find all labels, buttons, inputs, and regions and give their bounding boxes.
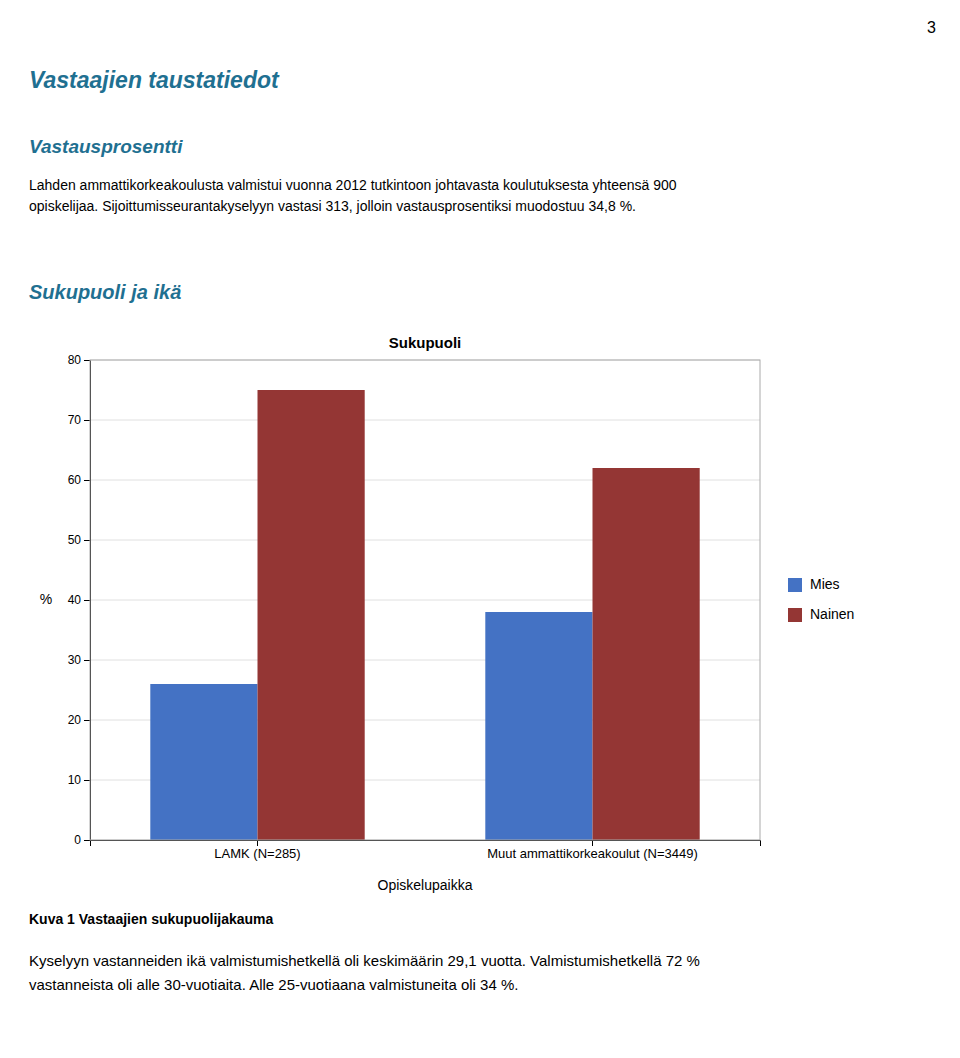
y-tick: 30 <box>68 653 90 667</box>
legend-item: Nainen <box>788 606 854 622</box>
bar-series <box>150 612 592 840</box>
body-text: opiskelijaa. Sijoittumisseurantakyselyyn… <box>29 198 636 214</box>
y-tick: 10 <box>68 773 90 787</box>
tick-mark <box>84 360 90 361</box>
bar <box>593 468 700 840</box>
tick-label: 60 <box>68 473 82 487</box>
legend-item: Mies <box>788 576 840 592</box>
grid <box>90 360 760 840</box>
y-tick: 40 <box>68 593 90 607</box>
body-text: vastanneista oli alle 30-vuotiaita. Alle… <box>29 976 518 993</box>
legend-label: Nainen <box>810 606 854 622</box>
tick-mark <box>84 420 90 421</box>
tick-label: 0 <box>74 833 81 847</box>
y-tick: 50 <box>68 533 90 547</box>
x-tick: LAMK (N=285) <box>214 840 300 861</box>
bar-series <box>258 390 700 840</box>
y-tick: 80 <box>68 353 90 367</box>
tick-label: 40 <box>68 593 82 607</box>
tick-label: 50 <box>68 533 82 547</box>
chart-title: Sukupuoli <box>389 334 462 351</box>
tick-label: 20 <box>68 713 82 727</box>
tick-mark <box>592 840 593 846</box>
legend-swatch <box>788 608 802 622</box>
bars <box>150 390 699 840</box>
axis-line <box>91 841 761 847</box>
tick-mark <box>84 600 90 601</box>
plot-frame <box>90 360 760 840</box>
heading: Vastaajien taustatiedot <box>29 67 280 93</box>
tick-mark <box>84 480 90 481</box>
y-tick: 0 <box>74 833 90 847</box>
x-axis-title: Opiskelupaikka <box>378 877 473 893</box>
tick-mark <box>84 660 90 661</box>
x-tick: Muut ammattikorkeakoulut (N=3449) <box>487 840 698 861</box>
bar <box>485 612 592 840</box>
tick-label: 10 <box>68 773 82 787</box>
tick-mark <box>257 840 258 846</box>
legend: Mies Nainen <box>788 576 854 622</box>
tick-label: Muut ammattikorkeakoulut (N=3449) <box>487 846 698 861</box>
y-tick: 60 <box>68 473 90 487</box>
tick-mark <box>84 780 90 781</box>
section-heading: Sukupuoli ja ikä <box>29 281 181 303</box>
page-number: 3 <box>927 19 936 36</box>
y-axis: 0 10 20 30 40 50 60 70 80 <box>68 353 91 847</box>
tick-label: 70 <box>68 413 82 427</box>
tick-mark <box>84 720 90 721</box>
y-axis-title: % <box>40 591 52 607</box>
bar <box>258 390 365 840</box>
body-text: Kyselyyn vastanneiden ikä valmistumishet… <box>29 952 700 969</box>
page: 3 Vastaajien taustatiedot Vastausprosentti… <box>0 0 960 1058</box>
tick-mark <box>84 540 90 541</box>
y-tick: 20 <box>68 713 90 727</box>
tick-label: LAMK (N=285) <box>214 846 300 861</box>
chart: 0 10 20 30 40 50 60 70 80 LAMK (N=285) Muut ammatt… <box>40 334 855 893</box>
bar <box>150 684 257 840</box>
tick-mark <box>84 840 90 841</box>
heading: Vastausprosentti <box>29 136 183 157</box>
tick-label: 80 <box>68 353 82 367</box>
y-tick: 70 <box>68 413 90 427</box>
legend-label: Mies <box>810 576 840 592</box>
legend-swatch <box>788 578 802 592</box>
x-axis: LAMK (N=285) Muut ammattikorkeakoulut (N=… <box>91 840 761 861</box>
tick-label: 30 <box>68 653 82 667</box>
caption: Kuva 1 Vastaajien sukupuolijakauma <box>29 911 274 927</box>
grid-line <box>90 420 760 421</box>
body-text: Lahden ammattikorkeakoulusta valmistui v… <box>29 177 677 193</box>
